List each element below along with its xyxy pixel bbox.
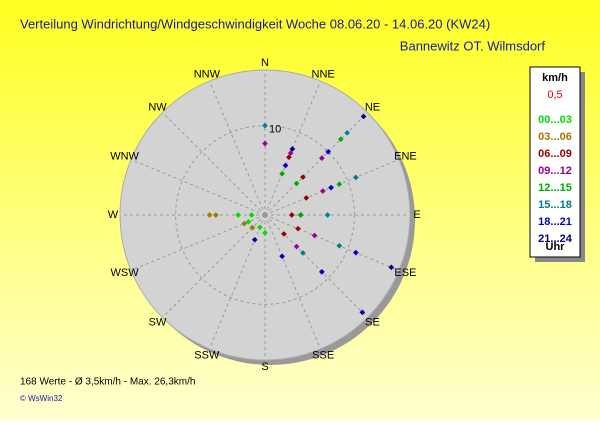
point [295, 225, 301, 232]
point [319, 188, 326, 194]
direction-label: NNE [312, 68, 335, 80]
direction-label: S [261, 361, 268, 373]
point [286, 154, 292, 161]
direction-label: SSE [312, 349, 334, 361]
legend-entry: 15...18 [538, 199, 572, 211]
direction-label: NNW [194, 68, 221, 80]
legend-title: km/h [542, 72, 568, 84]
point [279, 170, 285, 177]
footer: 168 Werte - Ø 3,5km/h - Max. 26,3km/h [20, 377, 195, 388]
point [288, 212, 295, 218]
point [325, 148, 332, 155]
point [353, 174, 359, 181]
point [300, 174, 306, 180]
direction-label: ENE [394, 151, 417, 163]
direction-label: NE [365, 101, 380, 113]
point [235, 212, 242, 218]
point [359, 309, 366, 316]
point [241, 220, 248, 227]
point [262, 122, 268, 129]
point [248, 212, 255, 218]
direction-label: SSW [194, 349, 220, 361]
direction-label: W [108, 209, 119, 221]
point [206, 212, 213, 218]
point [297, 212, 304, 218]
chart-subtitle: Bannewitz OT. Wilmsdorf [400, 38, 546, 53]
point [257, 224, 263, 231]
point [338, 136, 344, 142]
point [319, 155, 325, 161]
point [251, 236, 258, 243]
direction-label: NW [148, 101, 167, 113]
point [289, 146, 296, 152]
point [336, 181, 343, 188]
direction-label: SE [365, 316, 380, 328]
copyright: © WsWin32 [20, 394, 63, 403]
point [262, 230, 268, 236]
point [293, 180, 300, 187]
legend-entry: 00...03 [538, 114, 572, 126]
direction-label: SW [149, 316, 167, 328]
legend-entry: 06...09 [538, 148, 572, 160]
direction-label: N [261, 57, 269, 69]
direction-label: WNW [110, 151, 139, 163]
point [328, 184, 334, 191]
point [287, 150, 294, 156]
legend-entry: 03...06 [538, 131, 572, 143]
point [319, 269, 325, 275]
point [279, 253, 285, 260]
point [324, 212, 331, 218]
point [360, 113, 367, 120]
point [388, 264, 395, 271]
legend-entry: 21...24 [538, 233, 573, 245]
legend-box [529, 66, 581, 258]
direction-label: E [413, 209, 420, 221]
point [249, 224, 256, 231]
legend-footer: Uhr [546, 241, 566, 253]
point [293, 243, 300, 250]
chart-title: Verteilung Windrichtung/Windgeschwindigk… [20, 16, 490, 31]
direction-label: WSW [111, 267, 140, 279]
point [213, 212, 219, 218]
r-tick-label: 10 [269, 124, 281, 136]
point [303, 195, 310, 201]
legend-entry: 12...15 [538, 182, 572, 194]
point [336, 242, 343, 249]
point [262, 140, 268, 147]
point [344, 130, 350, 136]
legend-entry: 09...12 [538, 165, 572, 177]
point [281, 231, 287, 237]
point [311, 232, 318, 239]
direction-label: ESE [394, 267, 416, 279]
point [245, 219, 252, 225]
point [353, 249, 359, 256]
point [282, 162, 289, 169]
point [300, 250, 306, 256]
legend-subtitle: 0,5 [547, 89, 562, 101]
legend-entry: 18...21 [538, 216, 572, 228]
